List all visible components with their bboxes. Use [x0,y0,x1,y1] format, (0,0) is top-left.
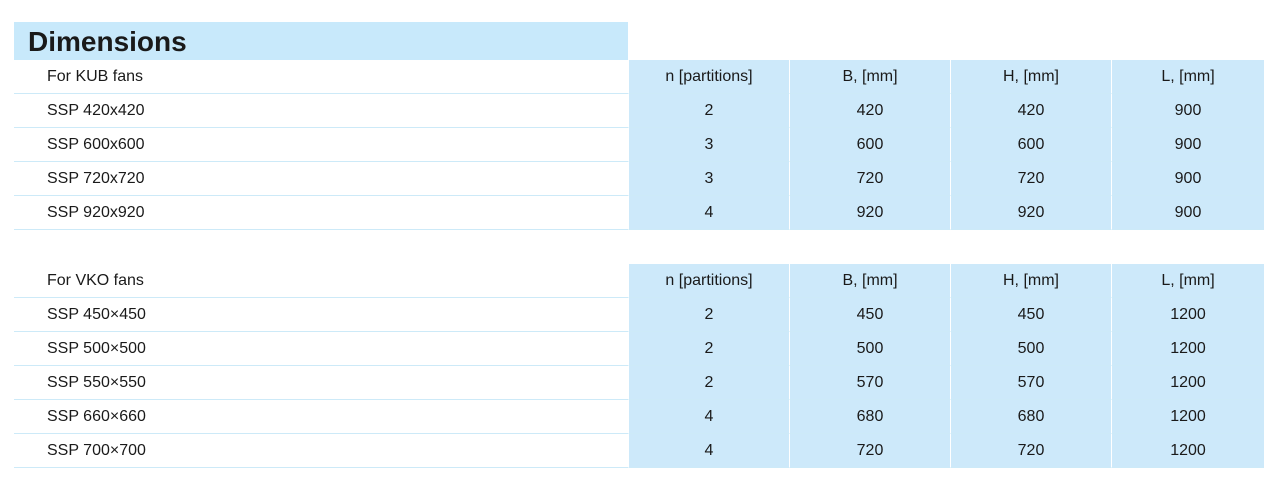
header-cell: n [partitions] [628,60,789,94]
header-cell: L, [mm] [1111,60,1264,94]
cell-value: 720 [950,434,1111,468]
row-label: SSP 660×660 [14,400,628,434]
cell-value: 570 [950,366,1111,400]
cell-value: 1200 [1111,366,1264,400]
cell-value: 1200 [1111,332,1264,366]
cell-value: 4 [628,196,789,230]
cell-value: 600 [789,128,950,162]
row-label: SSP 450×450 [14,298,628,332]
cell-value: 3 [628,162,789,196]
row-label: SSP 920x920 [14,196,628,230]
header-cell: n [partitions] [628,264,789,298]
title: Dimensions [14,22,628,60]
cell-value: 2 [628,332,789,366]
cell-value: 720 [789,162,950,196]
cell-value: 720 [789,434,950,468]
cell-value: 570 [789,366,950,400]
row-label: SSP 600x600 [14,128,628,162]
cell-value: 500 [950,332,1111,366]
row-label: SSP 550×550 [14,366,628,400]
header-cell: B, [mm] [789,60,950,94]
cell-value: 450 [789,298,950,332]
cell-value: 2 [628,298,789,332]
cell-value: 3 [628,128,789,162]
cell-value: 900 [1111,128,1264,162]
cell-value: 680 [789,400,950,434]
header-cell: H, [mm] [950,60,1111,94]
cell-value: 500 [789,332,950,366]
cell-value: 420 [950,94,1111,128]
cell-value: 4 [628,434,789,468]
row-label: SSP 700×700 [14,434,628,468]
header-cell: For KUB fans [14,60,628,94]
row-label: SSP 720x720 [14,162,628,196]
row-label: SSP 420x420 [14,94,628,128]
cell-value: 720 [950,162,1111,196]
cell-value: 420 [789,94,950,128]
cell-value: 920 [950,196,1111,230]
header-cell: H, [mm] [950,264,1111,298]
header-cell: For VKO fans [14,264,628,298]
cell-value: 900 [1111,162,1264,196]
cell-value: 900 [1111,94,1264,128]
cell-value: 900 [1111,196,1264,230]
cell-value: 1200 [1111,400,1264,434]
cell-value: 680 [950,400,1111,434]
cell-value: 4 [628,400,789,434]
cell-value: 1200 [1111,434,1264,468]
cell-value: 1200 [1111,298,1264,332]
header-cell: B, [mm] [789,264,950,298]
cell-value: 450 [950,298,1111,332]
row-label: SSP 500×500 [14,332,628,366]
cell-value: 2 [628,366,789,400]
cell-value: 920 [789,196,950,230]
cell-value: 2 [628,94,789,128]
header-cell: L, [mm] [1111,264,1264,298]
cell-value: 600 [950,128,1111,162]
